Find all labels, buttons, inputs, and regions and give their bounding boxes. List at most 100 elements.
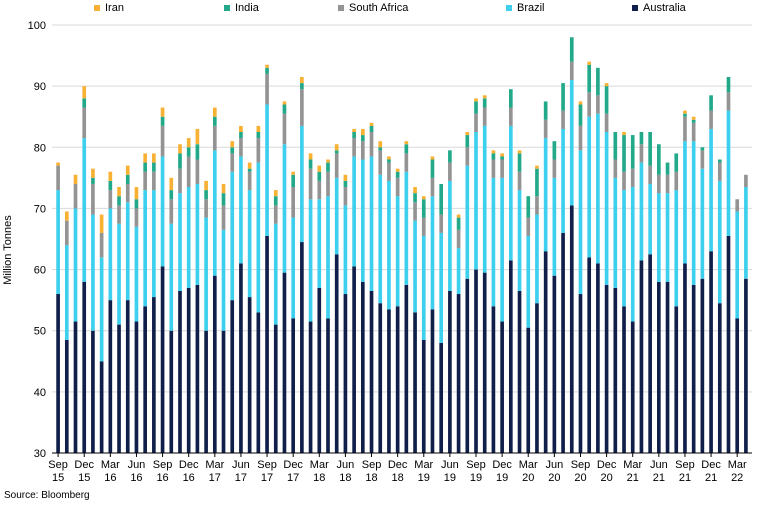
bar-segment-south-africa — [387, 162, 391, 181]
bar-stack — [674, 153, 679, 453]
bar-stack — [143, 153, 147, 453]
bar-segment-brazil — [630, 187, 635, 322]
bar-segment-australia — [82, 281, 87, 453]
bar-segment-australia — [395, 306, 400, 453]
bar-stack — [700, 147, 705, 453]
bar-segment-iran — [421, 196, 426, 200]
bar-segment-brazil — [91, 214, 95, 331]
bar-segment-iran — [535, 165, 539, 169]
bar-segment-south-africa — [456, 229, 461, 249]
bar-segment-brazil — [230, 171, 235, 301]
legend-label: India — [235, 2, 259, 14]
bar-stack — [735, 199, 740, 453]
bar-segment-australia — [535, 303, 539, 453]
y-axis: 30 40 50 60 70 80 90 100 — [28, 20, 46, 460]
bar-stacks — [56, 37, 748, 453]
bar-segment-iran — [134, 187, 139, 200]
bar-segment-south-africa — [56, 165, 60, 191]
bar-segment-brazil — [509, 125, 513, 261]
bar-segment-brazil — [665, 193, 670, 282]
y-axis-label: Million Tonnes — [2, 215, 14, 285]
x-tick-label-month: Jun — [545, 459, 563, 471]
bar-segment-australia — [691, 284, 696, 453]
bar-stack — [648, 132, 652, 453]
bar-segment-brazil — [108, 208, 113, 301]
bar-segment-iran — [91, 168, 95, 178]
bar-stack — [491, 150, 496, 453]
bar-segment-iran — [482, 95, 487, 99]
bar-segment-india — [178, 153, 182, 169]
bar-stack — [395, 168, 400, 453]
bar-segment-australia — [360, 281, 365, 453]
bar-segment-india — [134, 199, 139, 209]
bar-segment-australia — [665, 281, 670, 453]
bar-segment-south-africa — [596, 95, 600, 114]
bar-segment-australia — [404, 284, 409, 453]
bar-stack — [152, 153, 156, 453]
bar-segment-australia — [517, 290, 522, 453]
bar-segment-south-africa — [73, 183, 78, 209]
bar-segment-south-africa — [726, 92, 731, 111]
bar-stack — [657, 144, 661, 453]
bar-segment-brazil — [125, 202, 130, 301]
bar-segment-south-africa — [613, 159, 618, 178]
x-tick-label-month: Sep — [257, 459, 277, 471]
bar-segment-south-africa — [143, 171, 147, 191]
bar-stack — [91, 168, 95, 453]
x-tick-label-year: 21 — [705, 472, 717, 484]
legend: Iran India South Africa Brazil Australia — [0, 2, 770, 18]
bar-stack — [178, 144, 182, 453]
bar-segment-iran — [604, 83, 609, 87]
x-tick-label-year: 16 — [183, 472, 195, 484]
bar-segment-australia — [622, 306, 626, 453]
bar-segment-south-africa — [134, 208, 139, 227]
bar-segment-south-africa — [291, 187, 295, 218]
bar-segment-iran — [413, 187, 417, 194]
bar-segment-south-africa — [282, 113, 287, 145]
x-tick-label-month: Sep — [675, 459, 695, 471]
bar-segment-india — [360, 135, 365, 142]
bar-segment-brazil — [648, 183, 652, 255]
bar-segment-south-africa — [700, 150, 705, 169]
bar-segment-south-africa — [517, 171, 522, 191]
bar-segment-australia — [317, 287, 322, 453]
bar-segment-australia — [117, 324, 121, 453]
bar-segment-brazil — [212, 150, 217, 276]
bar-segment-brazil — [143, 190, 147, 307]
x-tick-label-month: Mar — [623, 459, 642, 471]
bar-segment-brazil — [744, 187, 748, 279]
bar-segment-australia — [430, 309, 435, 453]
bar-segment-australia — [369, 290, 374, 453]
bar-stack — [108, 171, 113, 453]
bar-stack — [326, 159, 330, 453]
x-tick-label-year: 18 — [392, 472, 404, 484]
bar-segment-brazil — [247, 190, 252, 298]
bar-stack — [282, 101, 287, 453]
bar-segment-iran — [64, 211, 69, 221]
bar-segment-brazil — [535, 214, 539, 304]
bar-segment-india — [604, 86, 609, 114]
bar-segment-iran — [683, 110, 687, 114]
bar-segment-australia — [465, 278, 470, 453]
bar-segment-south-africa — [622, 171, 626, 191]
bar-stack — [169, 177, 174, 453]
bar-segment-brazil — [326, 196, 330, 319]
bar-stack — [413, 187, 417, 453]
bar-segment-india — [700, 147, 705, 151]
x-tick-label-month: Dec — [388, 459, 408, 471]
bar-segment-brazil — [674, 190, 679, 307]
bar-segment-india — [691, 119, 696, 123]
bar-segment-australia — [169, 330, 174, 453]
bar-segment-australia — [700, 278, 705, 453]
bar-stack — [604, 83, 609, 453]
x-tick-label-month: Dec — [597, 459, 617, 471]
bar-segment-australia — [448, 290, 452, 453]
bar-segment-south-africa — [369, 132, 374, 157]
bar-segment-australia — [509, 260, 513, 453]
bar-segment-brazil — [413, 220, 417, 313]
bar-segment-brazil — [456, 248, 461, 295]
bar-segment-brazil — [526, 235, 531, 328]
bar-segment-iran — [221, 183, 226, 194]
legend-item: Brazil — [506, 2, 545, 14]
